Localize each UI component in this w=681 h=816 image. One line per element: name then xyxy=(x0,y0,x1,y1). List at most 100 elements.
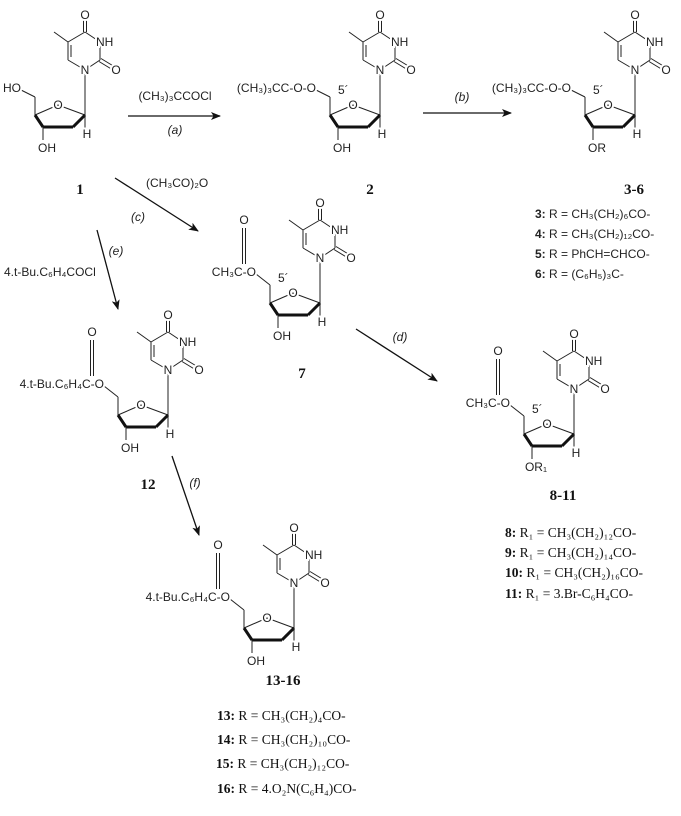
substituent-5prime: CH₃C-O xyxy=(212,265,256,279)
bond xyxy=(302,247,321,259)
h-atom: H xyxy=(166,427,175,441)
acyl-o-atom: O xyxy=(493,344,502,358)
wedge-bond xyxy=(522,433,534,447)
substituent-3prime: OH xyxy=(273,329,291,343)
substituent-3prime: OR₁ xyxy=(525,460,547,474)
arrow-c: (CH₃CO)₂O (c) xyxy=(114,176,208,232)
wedge-bond xyxy=(366,113,382,129)
arrow-a-reagent: (CH₃)₃CCOCl xyxy=(138,89,211,103)
bond xyxy=(34,104,59,116)
bond xyxy=(57,104,86,116)
n1-atom: N xyxy=(570,382,579,396)
r-item: 9: R₁ = CH₃(CH₂)₁₄CO- xyxy=(505,545,637,560)
bond xyxy=(379,59,396,71)
bond xyxy=(276,544,295,556)
acyl-o-atom: O xyxy=(87,325,96,339)
r-item: 4: R = CH₃(CH₂)₁₂CO- xyxy=(535,227,654,241)
r-list-13-16: 13: R = CH₃(CH₂)₄CO- 14: R = CH₃(CH₂)₁₀C… xyxy=(216,708,357,796)
substituent-3prime: OH xyxy=(38,141,56,155)
nh-atom: NH xyxy=(179,335,196,349)
wedge-bond xyxy=(154,413,170,429)
wedge-bond xyxy=(583,114,595,128)
bond xyxy=(523,423,548,435)
methyl-bond xyxy=(136,331,152,343)
r-item: 3: R = CH₃(CH₂)₆CO- xyxy=(535,207,650,221)
compound-label-7: 7 xyxy=(298,366,306,382)
arrow-d: (d) xyxy=(355,328,438,382)
ester-bond xyxy=(255,273,271,286)
carbonyl-o-atom: O xyxy=(375,8,384,22)
wedge-bond xyxy=(306,301,322,317)
carbonyl-o-atom: O xyxy=(289,521,298,535)
bond xyxy=(243,617,268,629)
arrow-f-line xyxy=(171,455,200,536)
prime-5-label: 5´ xyxy=(532,402,543,416)
nh-atom: NH xyxy=(331,223,348,237)
carbonyl-bond xyxy=(589,377,605,387)
bond xyxy=(634,31,651,43)
ester-bond xyxy=(229,598,245,611)
bond xyxy=(617,59,636,71)
bond xyxy=(292,292,321,304)
r-item: 11: R₁ = 3.Br-C₆H₄CO- xyxy=(505,586,633,601)
substituent-5prime: (CH₃)₃CC-O-O xyxy=(237,81,316,95)
ring-o-atom: O xyxy=(136,398,145,412)
bond xyxy=(573,350,590,362)
bond xyxy=(634,59,651,71)
n1-atom: N xyxy=(164,363,173,377)
bond xyxy=(293,544,310,556)
bond xyxy=(150,331,169,343)
bond xyxy=(319,247,336,259)
carbonyl-o-atom: O xyxy=(346,251,355,265)
arrow-e: 4.t-Bu.C₆H₄COCl (e) xyxy=(4,229,123,310)
bond xyxy=(67,31,86,43)
bond xyxy=(67,59,86,71)
methyl-bond xyxy=(348,31,364,43)
compound-label-1: 1 xyxy=(76,182,84,198)
nh-atom: NH xyxy=(391,35,408,49)
h-atom: H xyxy=(572,446,581,460)
wedge-bond xyxy=(560,432,576,448)
carbonyl-bond xyxy=(181,361,197,371)
bond xyxy=(167,359,184,371)
carbonyl-o-atom: O xyxy=(163,308,172,322)
substituent-5prime: 4.t-Bu.C₆H₄C-O xyxy=(146,590,230,604)
carbonyl-bond xyxy=(100,58,116,68)
wedge-bond xyxy=(621,113,637,129)
bond xyxy=(167,331,184,343)
bond xyxy=(362,59,381,71)
bond xyxy=(319,219,336,231)
arrow-d-step: (d) xyxy=(393,330,408,344)
compound-label-12: 12 xyxy=(141,477,156,493)
substituent-5prime: 4.t-Bu.C₆H₄C-O xyxy=(20,377,104,391)
carbonyl-bond xyxy=(335,246,351,256)
bond xyxy=(573,378,590,390)
prime-5-label: 5´ xyxy=(593,83,604,97)
carbonyl-bond xyxy=(648,61,664,71)
substituent-3prime: OR xyxy=(588,141,606,155)
wedge-bond xyxy=(116,414,128,428)
carbonyl-o-atom: O xyxy=(80,8,89,22)
acyl-o-atom: O xyxy=(239,213,248,227)
carbonyl-o-atom: O xyxy=(630,8,639,22)
compound-label-8-11: 8-11 xyxy=(550,488,577,504)
arrow-f: (f) xyxy=(171,455,201,536)
wedge-bond xyxy=(242,627,254,641)
methyl-bond xyxy=(53,31,69,43)
ester-bond xyxy=(315,89,331,98)
n1-atom: N xyxy=(81,63,90,77)
methyl-bond xyxy=(262,544,278,556)
structure-3-6: N NH O O O H OR (CH₃)₃CC-O-O 5´ xyxy=(490,6,673,157)
arrow-b: (b) xyxy=(423,90,512,117)
h-atom: H xyxy=(378,127,387,141)
h-atom: H xyxy=(83,127,92,141)
ester-bond xyxy=(103,385,119,398)
acyl-o-atom: O xyxy=(213,538,222,552)
bond xyxy=(150,359,169,371)
carbonyl-bond xyxy=(309,571,325,581)
n1-atom: N xyxy=(290,576,299,590)
